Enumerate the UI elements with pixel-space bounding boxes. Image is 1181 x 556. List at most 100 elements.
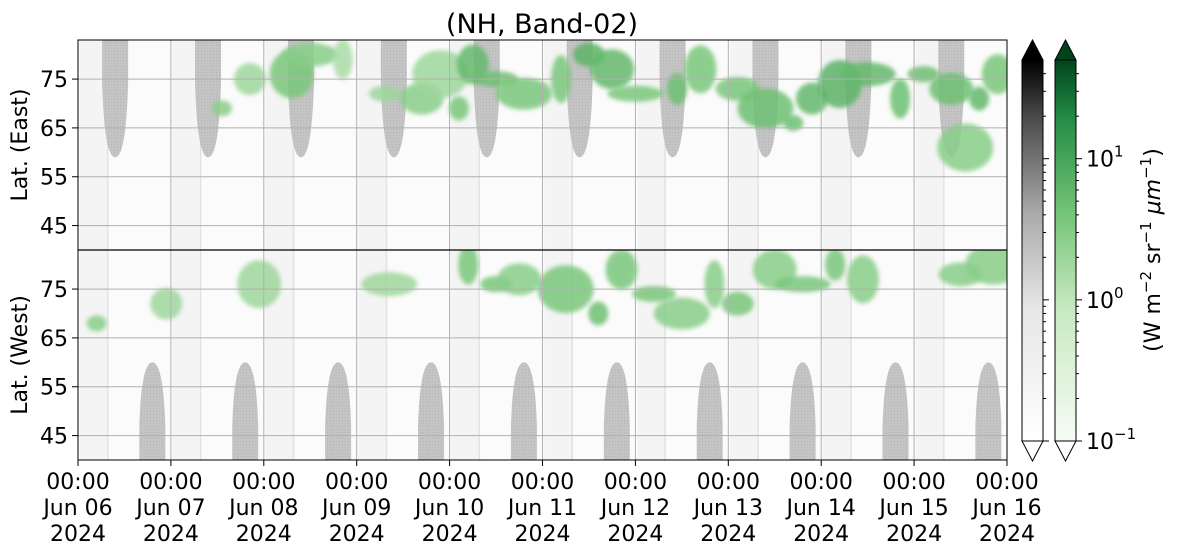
green-patch — [211, 100, 232, 117]
x-tick-label: Jun 14 — [785, 496, 856, 521]
green-patch — [774, 276, 831, 293]
cbar-label-exp1: −2 — [1137, 271, 1155, 293]
green-patch — [588, 301, 609, 326]
x-tick-label: 00:00 — [46, 470, 109, 495]
swath-band — [451, 250, 480, 460]
x-tick-label: 00:00 — [882, 470, 945, 495]
swath-band — [79, 250, 108, 460]
x-tick-label: 00:00 — [511, 470, 574, 495]
x-tick-label: Jun 08 — [227, 496, 298, 521]
green-colorbar-extend-bottom — [1054, 440, 1077, 463]
x-tick-label: Jun 10 — [413, 496, 484, 521]
green-colorbar: 101 100 10−1 — [1054, 38, 1136, 463]
green-colorbar-extend-top — [1054, 38, 1077, 61]
green-patch — [631, 285, 676, 302]
swath-band — [637, 250, 666, 460]
x-tick-label: Jun 15 — [877, 496, 948, 521]
west-ylabel: Lat. (West) — [8, 295, 33, 415]
green-patch — [839, 62, 896, 87]
x-tick-label: Jun 12 — [599, 496, 670, 521]
west-grid — [78, 250, 1007, 460]
x-tick-label: 2024 — [422, 522, 478, 547]
green-patch — [704, 260, 725, 309]
x-tick-label: 2024 — [700, 522, 756, 547]
x-tick-label: 00:00 — [975, 470, 1038, 495]
green-patch — [237, 260, 282, 309]
green-patch — [890, 78, 911, 119]
west-panel: 75 65 55 45 Lat. (West) — [8, 250, 1007, 460]
x-tick-label: 00:00 — [789, 470, 852, 495]
west-green-patches — [86, 250, 1007, 332]
green-patch — [495, 77, 552, 110]
cbar-label-mid: sr — [1141, 242, 1166, 270]
green-patch — [368, 85, 401, 102]
green-patch — [965, 250, 1007, 285]
grey-colorbar-extend-top — [1021, 38, 1044, 61]
green-patch — [907, 66, 940, 83]
green-patch — [458, 250, 479, 285]
x-tick-label: 2024 — [793, 522, 849, 547]
cbar-label-prefix: (W m — [1141, 293, 1166, 352]
x-tick-label: 2024 — [979, 522, 1035, 547]
swath-band — [172, 250, 201, 460]
green-patch — [684, 45, 717, 94]
green-patch — [937, 123, 994, 172]
x-tick-label: Jun 13 — [692, 496, 763, 521]
x-tick-label: 2024 — [329, 522, 385, 547]
east-grid — [78, 40, 1007, 250]
east-panel: 45 55 65 75 Lat. (East) — [8, 40, 1007, 250]
y-tick-label: 55 — [40, 376, 68, 401]
green-patch — [825, 250, 846, 281]
colorbar-tick-label: 101 — [1086, 143, 1124, 173]
x-tick-label: Jun 06 — [41, 496, 112, 521]
grey-colorbar — [1021, 38, 1049, 463]
cbar-label-suffix: ) — [1141, 148, 1166, 157]
y-tick-label: 75 — [40, 278, 68, 303]
green-patch — [929, 72, 974, 105]
x-tick-label: 2024 — [143, 522, 199, 547]
green-patch — [847, 255, 880, 304]
green-patch — [737, 88, 794, 129]
cbar-label-exp3: −1 — [1137, 157, 1155, 179]
x-tick-label: 2024 — [50, 522, 106, 547]
green-patch — [412, 50, 469, 99]
x-tick-label: Jun 16 — [970, 496, 1041, 521]
x-tick-label: 00:00 — [139, 470, 202, 495]
grey-colorbar-extend-bottom — [1021, 440, 1044, 463]
green-patch — [150, 287, 183, 320]
green-patch — [783, 115, 804, 132]
x-tick-label: Jun 07 — [134, 496, 205, 521]
green-patch — [590, 49, 635, 90]
green-patch — [605, 250, 638, 290]
west-y-ticks: 75 65 55 45 — [40, 278, 78, 450]
green-patch — [282, 42, 339, 67]
x-tick-label: Jun 11 — [506, 496, 577, 521]
colorbar-tick-label: 10−1 — [1086, 425, 1136, 455]
green-patch — [653, 297, 710, 330]
x-tick-label: 00:00 — [325, 470, 388, 495]
y-tick-label: 65 — [40, 327, 68, 352]
y-tick-label: 45 — [40, 215, 68, 240]
x-tick-label: 00:00 — [232, 470, 295, 495]
grey-colorbar-body — [1021, 59, 1044, 442]
green-patch — [332, 40, 353, 80]
chart-title: (NH, Band-02) — [446, 9, 638, 40]
cbar-label-mu: μm — [1141, 179, 1166, 221]
x-tick-label: Jun 09 — [320, 496, 391, 521]
y-tick-label: 55 — [40, 166, 68, 191]
green-patch — [721, 291, 754, 316]
x-tick-label: 00:00 — [418, 470, 481, 495]
x-tick-label: 2024 — [886, 522, 942, 547]
green-patch — [448, 96, 469, 121]
y-tick-label: 65 — [40, 117, 68, 142]
y-tick-label: 45 — [40, 425, 68, 450]
swath-band — [730, 250, 759, 460]
x-tick-label: 2024 — [236, 522, 292, 547]
x-tick-label: 00:00 — [697, 470, 760, 495]
x-tick-label: 2024 — [515, 522, 571, 547]
grey-colorbar-ticks — [1043, 73, 1049, 442]
colorbar-label: (W m−2 sr−1 μm−1) — [1137, 148, 1166, 352]
green-patch — [667, 72, 688, 105]
